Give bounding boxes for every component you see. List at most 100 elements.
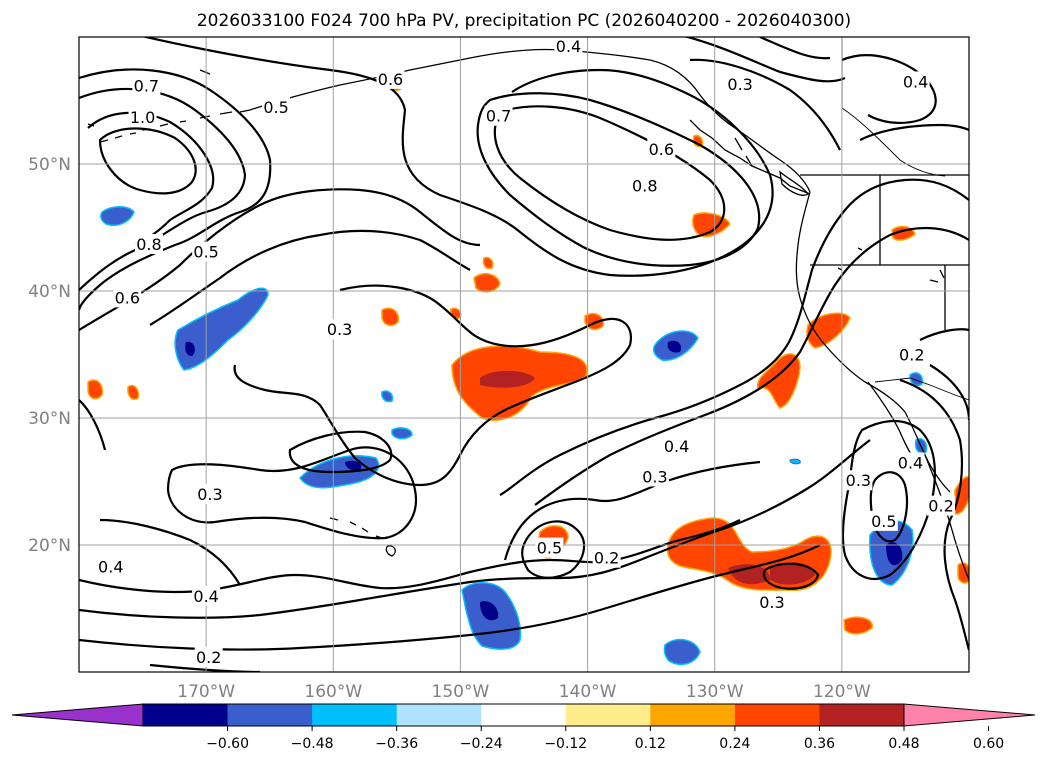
contour-label: 0.7 <box>132 75 161 96</box>
contour-label: 0.3 <box>726 73 755 94</box>
colorbar-swatch <box>227 704 313 726</box>
bc-border <box>841 107 946 177</box>
pv-contour-line <box>534 227 969 506</box>
pv-contour-line <box>99 518 241 586</box>
map-panel: 0.4 0.6 0.3 0.4 0.7 0.5 1.0 0.7 0.6 0.8 0.8 0.5 0.6 0… <box>28 36 970 702</box>
pv-contour-line <box>899 378 969 651</box>
contour-label-bg <box>757 592 786 613</box>
precip-positive-area <box>957 562 969 584</box>
mexico-coast <box>924 454 969 581</box>
contour-label: 0.3 <box>640 466 669 487</box>
contour-label-text: 0.4 <box>98 558 123 577</box>
colorbar-tick-label: 0.12 <box>635 736 666 752</box>
contour-label-bg <box>535 537 564 558</box>
precip-negative-area <box>381 390 394 403</box>
contour-label: 0.2 <box>194 646 223 667</box>
contour-label-bg <box>484 105 513 126</box>
lat-tick-label: 20°N <box>28 536 71 556</box>
precip-positive-area <box>756 353 801 409</box>
precip-negative-area <box>663 638 701 666</box>
contour-label-bg <box>128 107 157 128</box>
contour-label-bg <box>113 287 142 308</box>
pv-contour-line <box>859 123 969 141</box>
contour-label-text: 0.2 <box>928 497 953 516</box>
vancouver-island <box>779 170 809 196</box>
contour-label-text: 0.2 <box>594 549 619 568</box>
contour-label-bg <box>192 585 221 606</box>
aleutian-islands <box>99 109 251 143</box>
colorbar-extend-low <box>11 703 144 727</box>
lat-tick-label: 40°N <box>28 282 71 302</box>
contour-label-bg <box>132 75 161 96</box>
pv-contours <box>79 37 969 672</box>
contour-label: 0.6 <box>376 68 405 89</box>
island-outline <box>929 269 945 283</box>
contour-label-text: 0.3 <box>197 485 222 504</box>
colorbar-swatch <box>650 704 736 726</box>
contour-label-bg <box>726 73 755 94</box>
contour-label-bg <box>896 452 925 473</box>
contour-label: 0.4 <box>901 71 930 92</box>
us-mexico-border <box>874 377 969 401</box>
colorbar-swatch <box>481 704 567 726</box>
pv-contour-line <box>841 54 937 125</box>
contour-label-text: 0.6 <box>378 70 403 89</box>
contour-label: 0.4 <box>554 37 583 56</box>
lon-tick-label: 140°W <box>559 682 617 702</box>
pv-contour-line <box>919 328 969 341</box>
colorbar-swatch <box>143 704 229 726</box>
pv-contour-line <box>141 37 774 277</box>
latitude-labels: 50°N 40°N 30°N 20°N <box>28 155 71 556</box>
contour-label: 0.5 <box>262 96 291 117</box>
contour-label-text: 0.8 <box>632 177 657 196</box>
contour-label-text: 0.6 <box>649 140 674 159</box>
contour-label-text: 0.3 <box>727 75 752 94</box>
colorbar-frame <box>142 703 905 727</box>
pv-contour-line <box>79 188 481 331</box>
colorbar-swatch <box>396 704 482 726</box>
precip-positive-core <box>480 370 535 388</box>
pv-contour-line <box>559 37 846 83</box>
alaska-coastline <box>249 48 811 193</box>
contour-label-text: 0.4 <box>193 587 218 606</box>
precipitation-shading <box>87 77 969 666</box>
contour-label: 0.4 <box>896 452 925 473</box>
precip-negative-core <box>480 601 499 621</box>
contour-label-text: 0.5 <box>193 243 218 262</box>
colorbar-extend-high <box>903 703 1036 727</box>
contour-label: 0.5 <box>869 510 898 531</box>
pv-contour-line <box>166 446 418 540</box>
pv-contour-line <box>288 430 393 474</box>
contour-label-bg <box>192 241 221 262</box>
contour-label-text: 1.0 <box>130 108 155 127</box>
contour-label-text: 0.2 <box>196 648 221 667</box>
precip-negative-core <box>667 340 682 353</box>
contour-label: 0.2 <box>592 547 621 568</box>
colorbar-swatch <box>734 704 820 726</box>
contour-label: 0.3 <box>757 592 786 613</box>
colorbar-swatch <box>312 704 398 726</box>
pv-contour-line <box>689 58 841 151</box>
precip-positive-area <box>127 384 140 400</box>
contour-label-bg <box>134 234 163 255</box>
contour-label-bg <box>927 495 956 516</box>
pv-contour-line <box>521 520 586 579</box>
precip-positive-area <box>843 616 873 635</box>
contour-label-bg <box>325 319 354 340</box>
contour-label: 0.4 <box>192 585 221 606</box>
precip-positive-area <box>87 379 104 400</box>
contour-label-text: 0.8 <box>136 235 161 254</box>
contour-label-text: 0.7 <box>486 107 511 126</box>
contour-label-bg <box>194 646 223 667</box>
island-outline <box>837 247 863 271</box>
contour-label-text: 0.4 <box>556 37 581 56</box>
precip-positive-area <box>482 256 494 270</box>
longitude-labels: 170°W 160°W 150°W 140°W 130°W 120°W <box>177 682 871 702</box>
hawaii-islands <box>329 517 396 557</box>
contour-label: 0.6 <box>647 138 676 159</box>
contour-label-bg <box>897 344 926 365</box>
contour-label: 0.3 <box>325 319 354 340</box>
contour-label-text: 0.4 <box>903 72 928 91</box>
pv-contour-line <box>759 37 831 60</box>
